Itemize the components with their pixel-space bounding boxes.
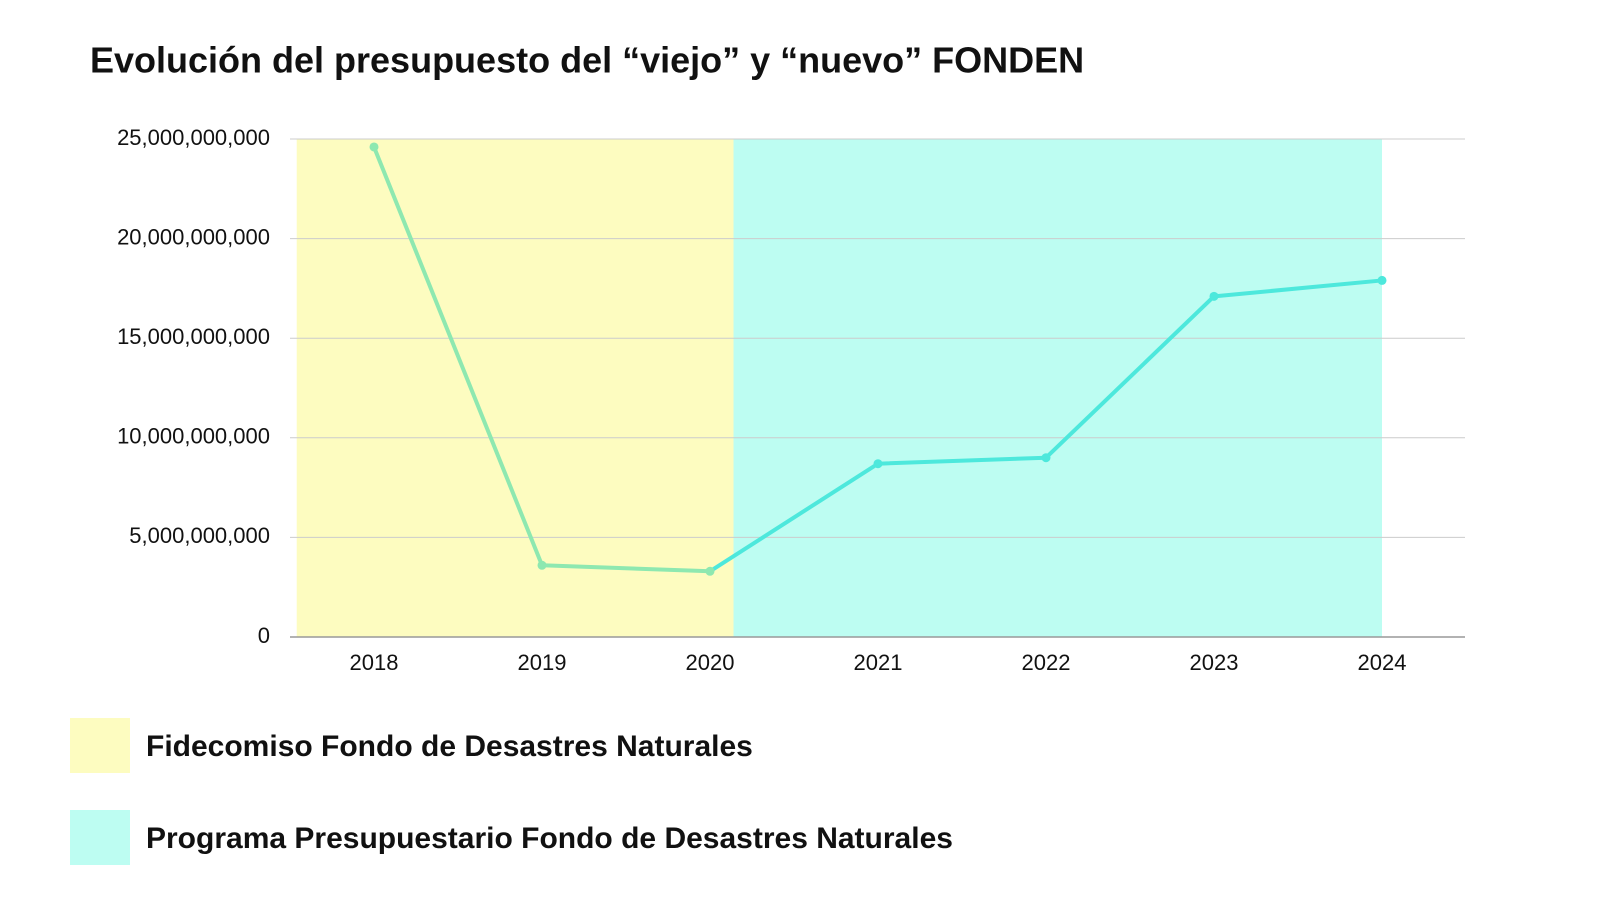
y-tick-label: 0 xyxy=(258,623,270,648)
y-tick-label: 25,000,000,000 xyxy=(117,125,270,150)
x-tick-label: 2020 xyxy=(686,650,735,675)
x-tick-label: 2023 xyxy=(1190,650,1239,675)
region-band xyxy=(296,139,734,637)
data-point xyxy=(873,459,883,469)
x-tick-label: 2019 xyxy=(518,650,567,675)
x-tick-label: 2018 xyxy=(350,650,399,675)
data-point xyxy=(1209,291,1219,301)
legend-label: Fidecomiso Fondo de Desastres Naturales xyxy=(146,730,753,763)
data-point xyxy=(1377,275,1387,285)
data-point xyxy=(537,560,547,570)
x-tick-label: 2022 xyxy=(1022,650,1071,675)
y-tick-label: 15,000,000,000 xyxy=(117,324,270,349)
x-tick-label: 2024 xyxy=(1358,650,1407,675)
legend-swatch xyxy=(70,810,130,865)
y-tick-label: 5,000,000,000 xyxy=(129,523,270,548)
x-tick-label: 2021 xyxy=(854,650,903,675)
chart-title: Evolución del presupuesto del “viejo” y … xyxy=(90,40,1084,81)
region-band xyxy=(733,139,1382,637)
legend-label: Programa Presupuestario Fondo de Desastr… xyxy=(146,822,953,855)
legend-swatch xyxy=(70,718,130,773)
y-tick-label: 20,000,000,000 xyxy=(117,224,270,249)
data-point xyxy=(1041,453,1051,463)
data-point xyxy=(369,142,379,152)
y-tick-label: 10,000,000,000 xyxy=(117,424,270,449)
data-point xyxy=(705,566,715,576)
